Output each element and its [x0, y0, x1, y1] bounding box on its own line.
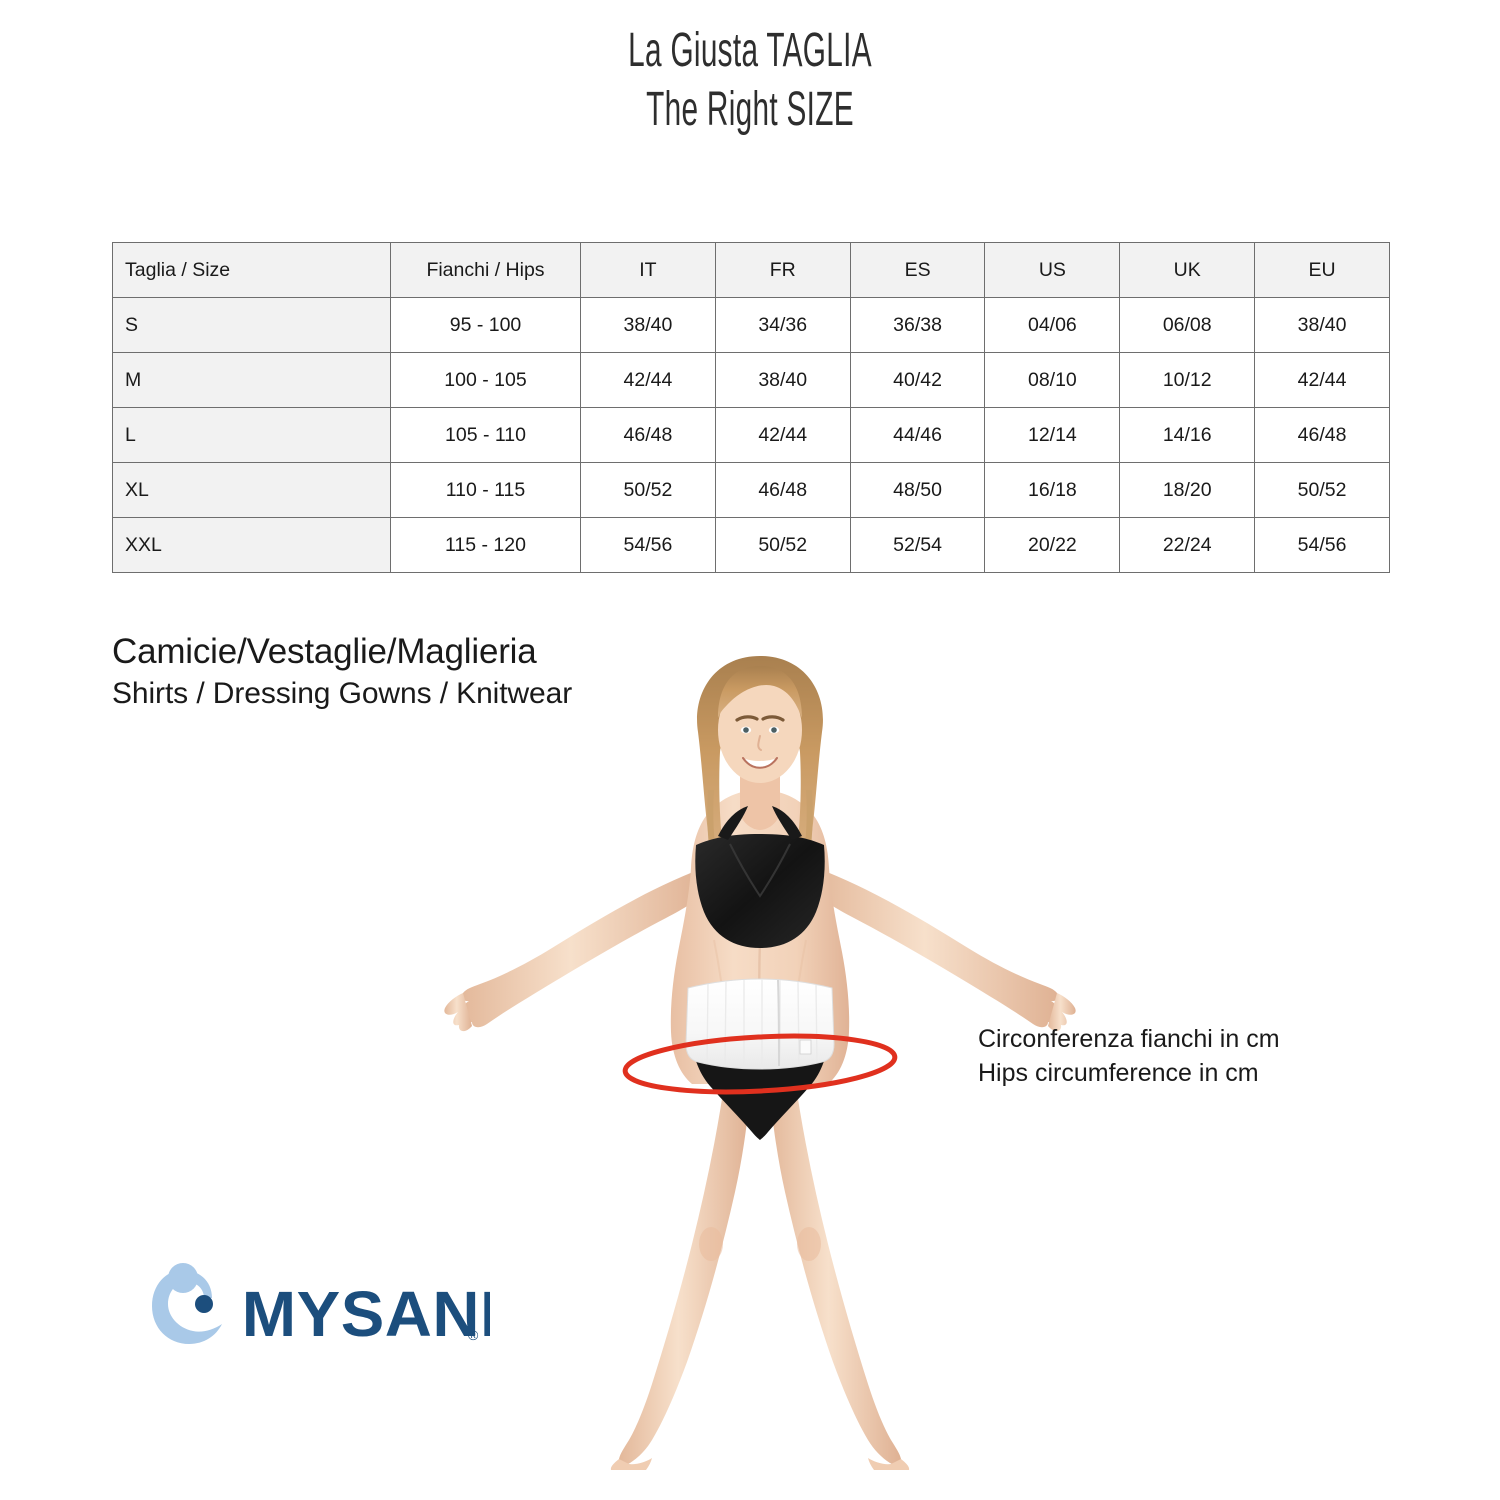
- column-header-es: ES: [849, 242, 986, 298]
- cell-us: 12/14: [984, 407, 1121, 463]
- cell-fr: 50/52: [714, 517, 851, 573]
- size-chart-table: Taglia / Size Fianchi / Hips IT FR ES US…: [112, 242, 1390, 573]
- logo-wordmark: MYSANITY: [242, 1278, 490, 1350]
- table-row: L 105 - 110 46/48 42/44 44/46 12/14 14/1…: [112, 407, 1390, 463]
- cell-eu: 46/48: [1254, 407, 1390, 463]
- garment-category-english: Shirts / Dressing Gowns / Knitwear: [112, 676, 573, 710]
- cell-es: 36/38: [849, 297, 986, 353]
- logo-registered-trademark-icon: ®: [468, 1327, 479, 1343]
- cell-fr: 38/40: [714, 352, 851, 408]
- cell-it: 54/56: [580, 517, 716, 573]
- cell-uk: 18/20: [1119, 462, 1256, 518]
- mother-child-icon: [152, 1263, 222, 1344]
- page-title-italian: La Giusta TAGLIA: [628, 24, 872, 77]
- cell-eu: 42/44: [1254, 352, 1390, 408]
- size-chart-table-container: Taglia / Size Fianchi / Hips IT FR ES US…: [112, 242, 1390, 573]
- cell-uk: 14/16: [1119, 407, 1256, 463]
- column-header-hips: Fianchi / Hips: [390, 242, 581, 298]
- cell-hips: 100 - 105: [390, 352, 581, 408]
- table-header-row: Taglia / Size Fianchi / Hips IT FR ES US…: [112, 242, 1390, 298]
- hips-note-italian: Circonferenza fianchi in cm: [978, 1025, 1280, 1053]
- model-photo: [430, 640, 1090, 1470]
- table-row: XXL 115 - 120 54/56 50/52 52/54 20/22 22…: [112, 517, 1390, 573]
- cell-size: XL: [112, 462, 391, 518]
- model-left-arm: [444, 872, 706, 1032]
- table-row: M 100 - 105 42/44 38/40 40/42 08/10 10/1…: [112, 352, 1390, 408]
- brand-logo: MYSANITY ®: [150, 1258, 490, 1363]
- cell-eu: 54/56: [1254, 517, 1390, 573]
- cell-eu: 50/52: [1254, 462, 1390, 518]
- cell-hips: 110 - 115: [390, 462, 581, 518]
- column-header-fr: FR: [714, 242, 851, 298]
- cell-us: 20/22: [984, 517, 1121, 573]
- model-legs: [610, 1072, 910, 1470]
- cell-es: 48/50: [849, 462, 986, 518]
- garment-category-heading: Camicie/Vestaglie/Maglieria Shirts / Dre…: [112, 630, 812, 713]
- column-header-size: Taglia / Size: [112, 242, 391, 298]
- page-title-english: The Right SIZE: [646, 82, 854, 136]
- column-header-uk: UK: [1119, 242, 1256, 298]
- cell-size: L: [112, 407, 391, 463]
- cell-uk: 22/24: [1119, 517, 1256, 573]
- cell-fr: 42/44: [714, 407, 851, 463]
- model-head: [697, 656, 823, 908]
- cell-hips: 105 - 110: [390, 407, 581, 463]
- cell-it: 42/44: [580, 352, 716, 408]
- column-header-eu: EU: [1254, 242, 1390, 298]
- cell-it: 46/48: [580, 407, 716, 463]
- hips-circumference-note: Circonferenza fianchi in cm Hips circumf…: [978, 1022, 1398, 1090]
- cell-us: 08/10: [984, 352, 1121, 408]
- cell-es: 40/42: [849, 352, 986, 408]
- column-header-it: IT: [580, 242, 716, 298]
- cell-it: 38/40: [580, 297, 716, 353]
- cell-uk: 10/12: [1119, 352, 1256, 408]
- hips-note-english: Hips circumference in cm: [978, 1059, 1259, 1087]
- cell-es: 52/54: [849, 517, 986, 573]
- table-row: XL 110 - 115 50/52 46/48 48/50 16/18 18/…: [112, 462, 1390, 518]
- cell-hips: 115 - 120: [390, 517, 581, 573]
- cell-us: 16/18: [984, 462, 1121, 518]
- abdominal-support-band: [685, 978, 835, 1070]
- table-body: S 95 - 100 38/40 34/36 36/38 04/06 06/08…: [112, 297, 1390, 573]
- table-header: Taglia / Size Fianchi / Hips IT FR ES US…: [112, 242, 1390, 298]
- cell-size: XXL: [112, 517, 391, 573]
- cell-es: 44/46: [849, 407, 986, 463]
- cell-fr: 34/36: [714, 297, 851, 353]
- table-row: S 95 - 100 38/40 34/36 36/38 04/06 06/08…: [112, 297, 1390, 353]
- column-header-us: US: [984, 242, 1121, 298]
- model-sports-bra: [695, 806, 825, 948]
- page-title: La Giusta TAGLIA The Right SIZE: [0, 22, 1500, 139]
- cell-us: 04/06: [984, 297, 1121, 353]
- mysanity-logo: MYSANITY ®: [152, 1263, 490, 1350]
- hips-measurement-line: [622, 1033, 898, 1095]
- cell-size: S: [112, 297, 391, 353]
- cell-uk: 06/08: [1119, 297, 1256, 353]
- cell-size: M: [112, 352, 391, 408]
- garment-category-italian: Camicie/Vestaglie/Maglieria: [112, 632, 537, 671]
- model-right-arm: [814, 872, 1076, 1032]
- cell-hips: 95 - 100: [390, 297, 581, 353]
- cell-it: 50/52: [580, 462, 716, 518]
- cell-fr: 46/48: [714, 462, 851, 518]
- model-figure: [444, 656, 1076, 1470]
- cell-eu: 38/40: [1254, 297, 1390, 353]
